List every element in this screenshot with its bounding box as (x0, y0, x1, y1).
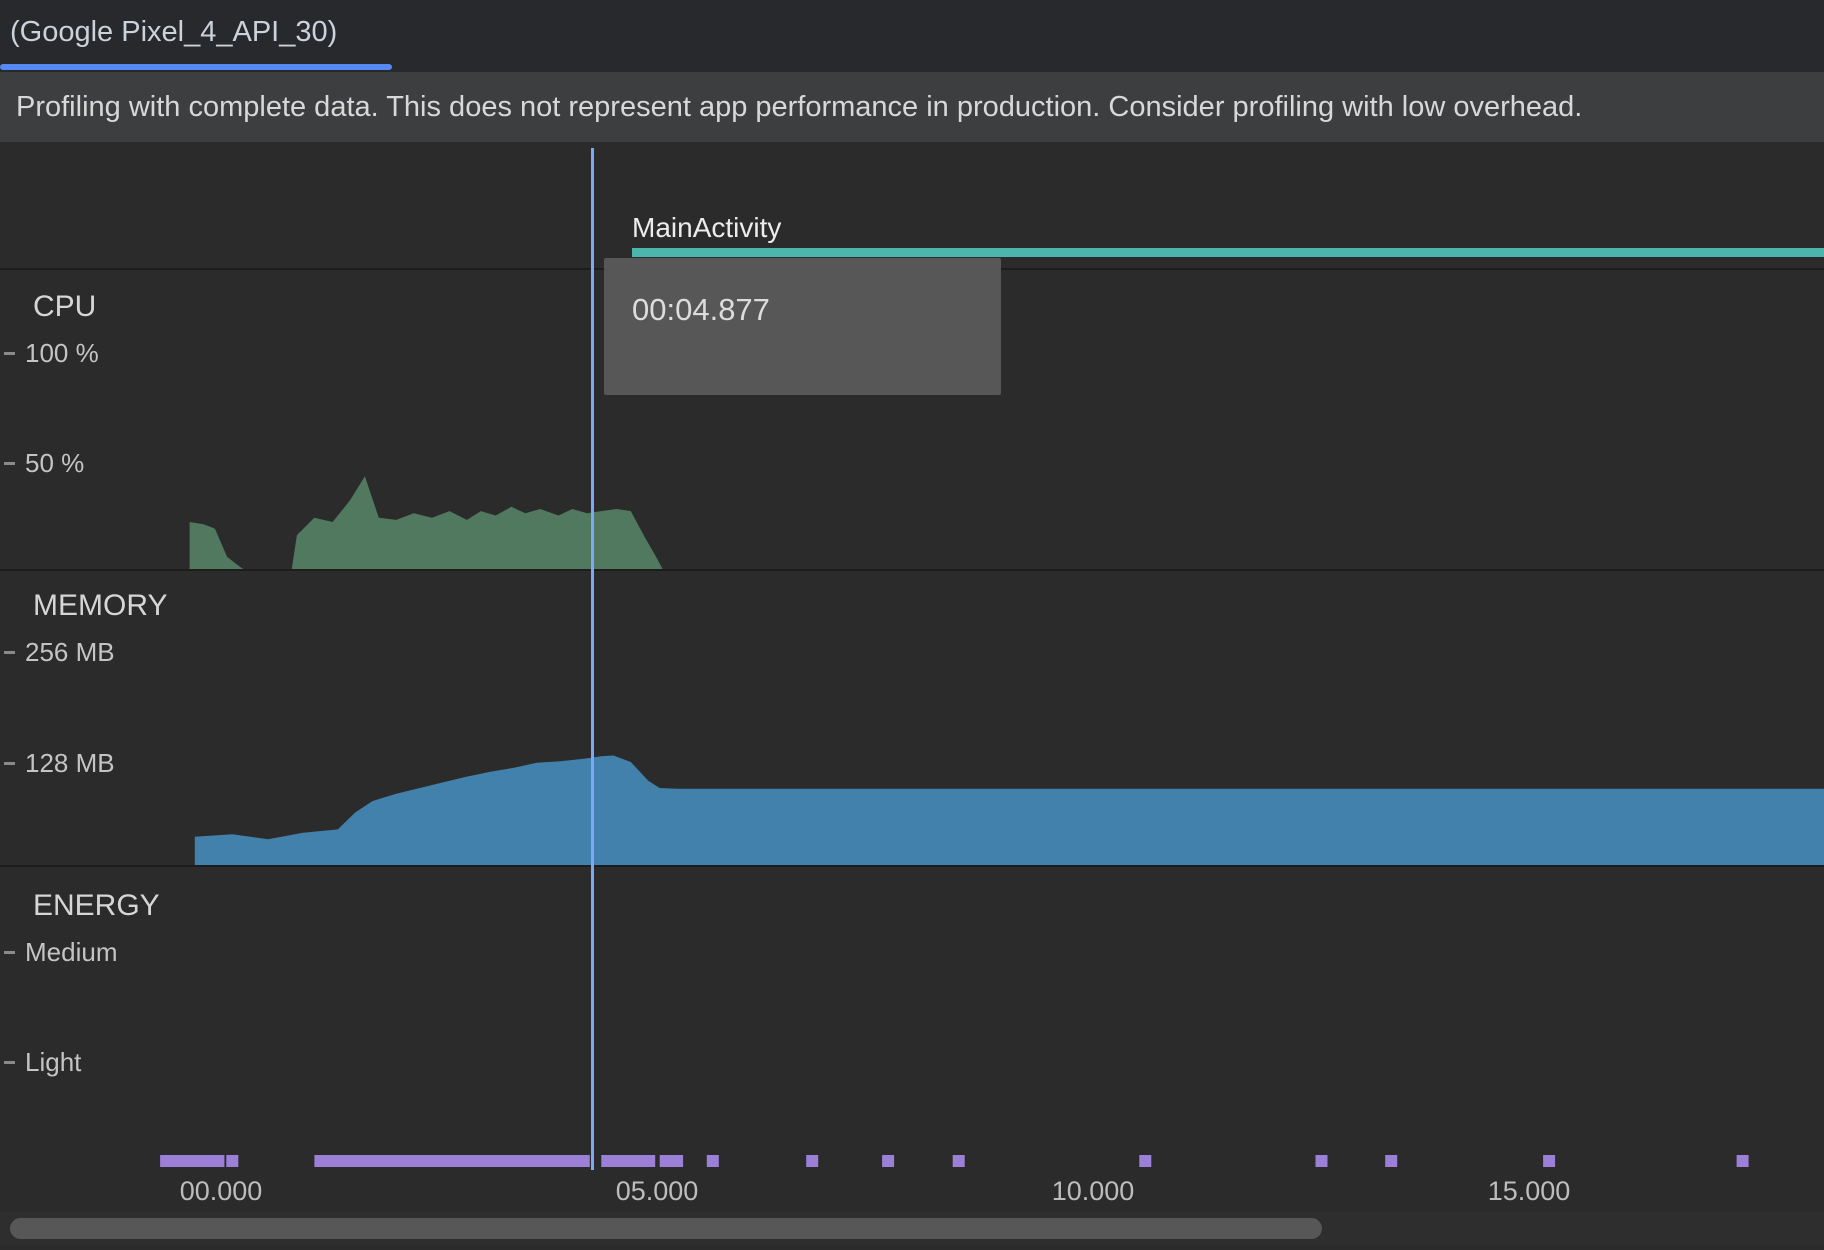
energy-event-marker[interactable] (806, 1155, 819, 1167)
tick-mark (4, 951, 15, 954)
cpu-axis-label-50: 50 % (4, 448, 84, 479)
energy-track-title: ENERGY (33, 889, 160, 922)
energy-event-marker[interactable] (515, 1155, 527, 1167)
track-divider (0, 569, 1824, 571)
cpu-usage-area (189, 476, 664, 570)
energy-axis-label-medium: Medium (4, 937, 117, 968)
activity-name-label: MainActivity (632, 212, 782, 243)
energy-event-marker[interactable] (1315, 1155, 1328, 1167)
profiling-warning-text: Profiling with complete data. This does … (16, 90, 1583, 123)
energy-event-marker[interactable] (546, 1155, 559, 1167)
energy-event-marker[interactable] (440, 1155, 453, 1167)
energy-event-marker[interactable] (611, 1155, 624, 1167)
energy-event-marker[interactable] (366, 1155, 379, 1167)
energy-event-marker[interactable] (378, 1155, 391, 1167)
energy-event-marker[interactable] (952, 1155, 965, 1167)
energy-event-marker[interactable] (461, 1155, 474, 1167)
tick-mark (4, 462, 15, 465)
energy-event-marker[interactable] (525, 1155, 538, 1167)
energy-event-marker[interactable] (201, 1155, 214, 1167)
energy-event-marker[interactable] (643, 1155, 656, 1167)
timestamp-tooltip-text: 00:04.877 (632, 292, 770, 327)
cpu-axis-label-100: 100 % (4, 338, 99, 369)
energy-event-marker[interactable] (671, 1155, 684, 1167)
energy-event-marker[interactable] (170, 1155, 183, 1167)
energy-event-marker[interactable] (451, 1155, 464, 1167)
memory-axis-label-256: 256 MB (4, 637, 115, 668)
energy-event-marker[interactable] (226, 1155, 239, 1167)
horizontal-scrollbar-thumb[interactable] (10, 1218, 1322, 1239)
energy-event-marker[interactable] (356, 1155, 369, 1167)
memory-usage-area (194, 755, 1824, 866)
energy-event-marker[interactable] (1139, 1155, 1152, 1167)
tick-mark (4, 352, 15, 355)
tracking-line[interactable] (591, 148, 594, 1170)
energy-event-marker[interactable] (181, 1155, 193, 1167)
energy-event-marker[interactable] (345, 1155, 358, 1167)
energy-event-marker[interactable] (388, 1155, 401, 1167)
energy-event-marker[interactable] (622, 1155, 635, 1167)
energy-event-marker[interactable] (472, 1155, 485, 1167)
device-tab-label: (Google Pixel_4_API_30) (10, 15, 338, 48)
timestamp-tooltip: 00:04.877 (604, 258, 1001, 395)
energy-event-marker[interactable] (493, 1155, 506, 1167)
time-axis-label: 05.000 (616, 1176, 699, 1206)
energy-event-marker[interactable] (314, 1155, 327, 1167)
tick-mark (4, 1061, 15, 1064)
energy-event-marker[interactable] (160, 1155, 173, 1167)
device-tab[interactable]: (Google Pixel_4_API_30) (0, 0, 337, 64)
energy-event-marker[interactable] (1543, 1155, 1556, 1167)
energy-event-marker[interactable] (577, 1155, 590, 1167)
time-axis-label: 10.000 (1052, 1176, 1135, 1206)
time-axis-label: 00.000 (180, 1176, 263, 1206)
activity-lifecycle-bar[interactable] (632, 248, 1824, 257)
tab-bar: (Google Pixel_4_API_30) (0, 0, 1824, 72)
profiling-warning-banner: Profiling with complete data. This does … (0, 72, 1824, 142)
energy-event-marker[interactable] (430, 1155, 443, 1167)
energy-event-marker[interactable] (409, 1155, 422, 1167)
energy-event-marker[interactable] (706, 1155, 719, 1167)
energy-event-marker[interactable] (1385, 1155, 1398, 1167)
energy-event-marker[interactable] (659, 1155, 672, 1167)
energy-event-marker[interactable] (504, 1155, 517, 1167)
energy-event-marker[interactable] (535, 1155, 548, 1167)
energy-event-marker[interactable] (567, 1155, 580, 1167)
tick-mark (4, 762, 15, 765)
energy-event-marker[interactable] (335, 1155, 348, 1167)
tick-mark (4, 651, 15, 654)
energy-event-marker[interactable] (1736, 1155, 1749, 1167)
energy-event-marker[interactable] (601, 1155, 614, 1167)
energy-event-marker[interactable] (212, 1155, 225, 1167)
energy-axis-label-light: Light (4, 1047, 81, 1078)
time-axis-label: 15.000 (1488, 1176, 1571, 1206)
memory-track-title: MEMORY (33, 589, 168, 622)
energy-event-marker[interactable] (556, 1155, 569, 1167)
energy-event-marker[interactable] (482, 1155, 495, 1167)
energy-event-marker[interactable] (419, 1155, 432, 1167)
energy-event-marker[interactable] (399, 1155, 411, 1167)
horizontal-scrollbar-track[interactable] (0, 1212, 1824, 1246)
cpu-track-title: CPU (33, 290, 97, 323)
tab-active-indicator (0, 64, 392, 70)
energy-event-marker[interactable] (324, 1155, 337, 1167)
energy-event-marker[interactable] (882, 1155, 895, 1167)
memory-axis-label-128: 128 MB (4, 748, 115, 779)
track-divider (0, 865, 1824, 867)
energy-event-marker[interactable] (632, 1155, 645, 1167)
energy-event-marker[interactable] (191, 1155, 204, 1167)
